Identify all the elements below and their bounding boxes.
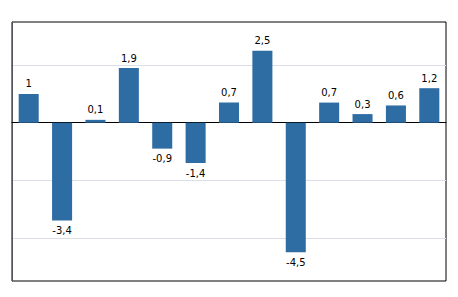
svg-text:0,3: 0,3 <box>355 99 371 110</box>
svg-text:1,2: 1,2 <box>421 73 437 84</box>
svg-text:0,1: 0,1 <box>88 104 104 115</box>
svg-text:0,7: 0,7 <box>221 87 237 98</box>
svg-text:2,5: 2,5 <box>254 35 270 46</box>
svg-text:1,9: 1,9 <box>121 53 137 64</box>
svg-text:-4,5: -4,5 <box>286 257 306 268</box>
svg-text:0,7: 0,7 <box>321 87 337 98</box>
svg-text:0,6: 0,6 <box>388 90 404 101</box>
svg-text:-0,9: -0,9 <box>152 153 172 164</box>
svg-text:-1,4: -1,4 <box>186 168 206 179</box>
svg-text:-3,4: -3,4 <box>52 225 72 236</box>
svg-text:1: 1 <box>26 78 32 89</box>
